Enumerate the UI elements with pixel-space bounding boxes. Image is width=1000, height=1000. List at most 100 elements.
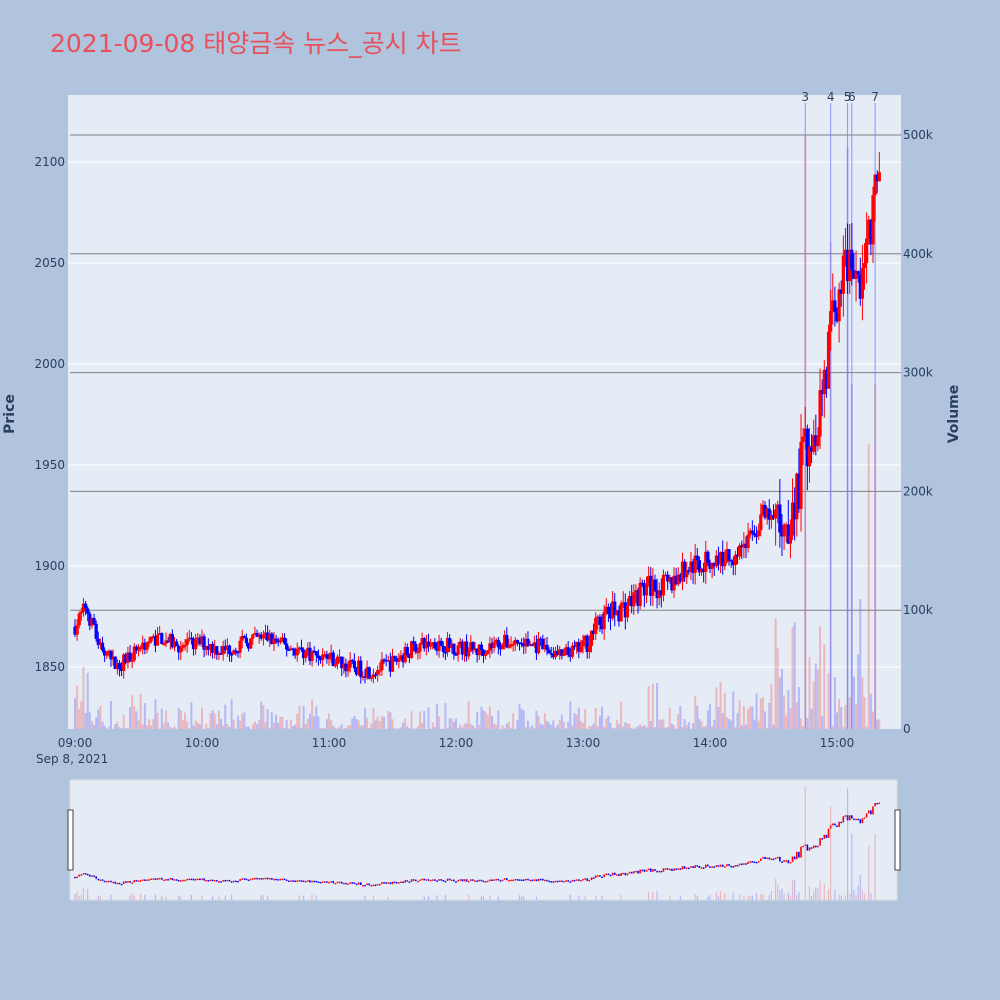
candle-body — [399, 655, 403, 660]
candle-body — [856, 271, 860, 275]
mini-candle — [167, 879, 169, 881]
mini-candle — [364, 884, 366, 887]
candle-body — [572, 645, 577, 648]
price-tick-label: 1950 — [34, 458, 65, 472]
candle-body — [454, 654, 458, 656]
news-marker-label: 3 — [801, 90, 809, 104]
volume-bar — [374, 720, 377, 729]
mini-candle — [182, 879, 184, 882]
candle-body — [414, 643, 418, 652]
mini-candle — [112, 881, 114, 884]
mini-candle — [537, 878, 540, 882]
mini-volume-bar — [569, 894, 571, 900]
volume-bar — [389, 712, 392, 729]
mini-candle — [865, 813, 868, 818]
mini-volume-bar — [798, 891, 800, 900]
mini-volume-bar — [144, 895, 146, 900]
volume-bar — [645, 727, 648, 729]
mini-candle — [370, 885, 373, 887]
mini-candle — [518, 879, 521, 881]
mini-candle — [307, 880, 309, 882]
candle-body — [500, 644, 505, 650]
mini-candle — [664, 868, 667, 870]
volume-bar — [224, 704, 227, 729]
volume-bar — [823, 644, 826, 729]
mini-candle — [779, 856, 781, 862]
candle-body — [310, 650, 314, 661]
mini-candle — [760, 858, 762, 862]
price-tick-label: 1850 — [34, 660, 65, 674]
mini-volume-bar — [783, 893, 785, 900]
mini-candle — [177, 879, 180, 882]
candle-body — [604, 606, 608, 612]
mini-candle — [611, 872, 614, 876]
mini-volume-bar — [497, 896, 499, 900]
mini-candle — [628, 871, 631, 874]
mini-candle — [84, 873, 87, 875]
candle-body — [274, 638, 278, 641]
mini-volume-bar — [535, 896, 538, 900]
time-axis: 09:00 10:00 11:00 12:00 13:00 14:00 15:00 — [58, 736, 855, 750]
mini-candle — [304, 880, 307, 883]
mini-candle — [808, 847, 811, 851]
mini-candle — [393, 881, 396, 884]
volume-bar — [129, 707, 132, 729]
volume-bar — [575, 714, 578, 729]
mini-candle — [590, 877, 593, 880]
mini-candle — [279, 878, 282, 881]
mini-volume-bar — [110, 894, 112, 900]
mini-candle — [353, 882, 356, 884]
volume-bar — [615, 719, 618, 729]
candle-body — [371, 674, 376, 678]
candle-body — [316, 655, 321, 658]
range-slider-left-handle[interactable] — [67, 809, 74, 871]
mini-candle — [700, 867, 703, 869]
mini-candle — [747, 861, 749, 864]
candle-body — [357, 660, 361, 675]
volume-bar — [753, 719, 756, 729]
volume-bar — [332, 725, 335, 729]
volume-bar — [76, 685, 79, 729]
volume-bar — [270, 712, 273, 729]
mini-candle — [575, 879, 578, 881]
news-marker-label: 7 — [871, 90, 879, 104]
candle-body — [807, 446, 812, 467]
candle-body — [100, 642, 105, 651]
candle-body — [602, 611, 606, 630]
mini-candle — [125, 881, 127, 883]
candle-body — [553, 651, 558, 658]
mini-candle — [495, 878, 498, 881]
mini-volume-bar — [311, 894, 313, 900]
mini-candle — [385, 882, 387, 884]
volume-bar — [300, 727, 303, 729]
range-slider-right-handle[interactable] — [894, 809, 901, 871]
candle-body — [784, 524, 788, 526]
volume-bar — [118, 726, 121, 729]
volume-bar — [179, 710, 182, 729]
candle-body — [139, 647, 143, 650]
mini-candle — [791, 856, 794, 862]
candle-body — [344, 663, 348, 672]
candle-body — [750, 530, 754, 534]
volume-bar — [196, 722, 199, 729]
mini-candle — [673, 868, 675, 871]
mini-candle — [190, 878, 193, 881]
mini-volume-bar — [863, 893, 866, 900]
mini-candle — [434, 879, 436, 881]
candle-body — [221, 646, 225, 655]
candle-body — [835, 312, 839, 322]
candle-body — [632, 592, 636, 607]
candle-body — [801, 436, 805, 442]
mini-candle — [622, 872, 625, 875]
candle-body — [467, 651, 471, 657]
volume-bar — [579, 721, 582, 729]
mini-candle — [484, 881, 487, 883]
mini-volume-bar — [298, 895, 300, 900]
mini-volume-bar — [518, 895, 521, 900]
mini-candle — [535, 879, 538, 882]
candle-body — [526, 638, 530, 646]
candle-body — [824, 369, 829, 389]
mini-candle — [508, 880, 510, 882]
candle-body — [219, 653, 223, 655]
volume-bar — [588, 725, 591, 729]
